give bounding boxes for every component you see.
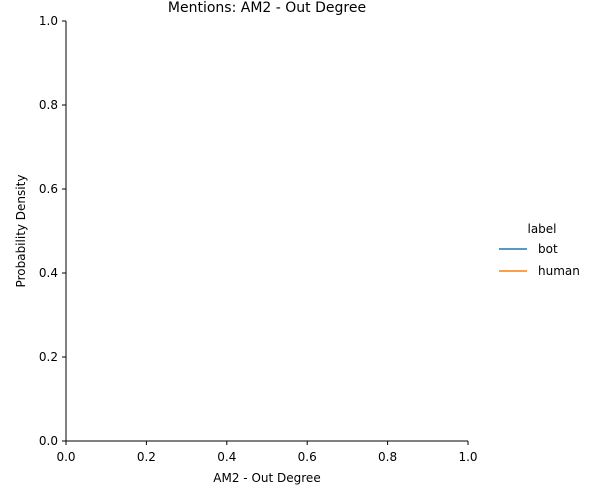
x-tick-label: 0.0 [56,450,75,464]
y-tick-label: 1.0 [39,14,58,28]
legend-entries: bot human [499,242,580,278]
y-ticks: 0.0 0.2 0.4 0.6 0.8 1.0 [39,14,66,448]
x-tick-label: 0.4 [217,450,236,464]
legend-label-human: human [538,264,580,278]
x-tick-label: 1.0 [458,450,477,464]
x-axis-label: AM2 - Out Degree [213,471,320,485]
y-tick-label: 0.4 [39,266,58,280]
y-tick-label: 0.8 [39,98,58,112]
y-tick-label: 0.0 [39,434,58,448]
legend-title: label [527,222,556,236]
x-tick-label: 0.8 [378,450,397,464]
x-ticks: 0.0 0.2 0.4 0.6 0.8 1.0 [56,441,477,464]
y-tick-label: 0.6 [39,182,58,196]
y-axis-label: Probability Density [14,175,28,288]
plot-area: 0.0 0.2 0.4 0.6 0.8 1.0 0.0 0.2 0.4 0.6 0.8 1.0 [39,14,478,464]
x-tick-label: 0.2 [137,450,156,464]
chart-title: Mentions: AM2 - Out Degree [168,0,366,16]
y-tick-label: 0.2 [39,350,58,364]
legend-label-bot: bot [538,242,558,256]
x-tick-label: 0.6 [298,450,317,464]
legend: label bot human [499,222,580,278]
